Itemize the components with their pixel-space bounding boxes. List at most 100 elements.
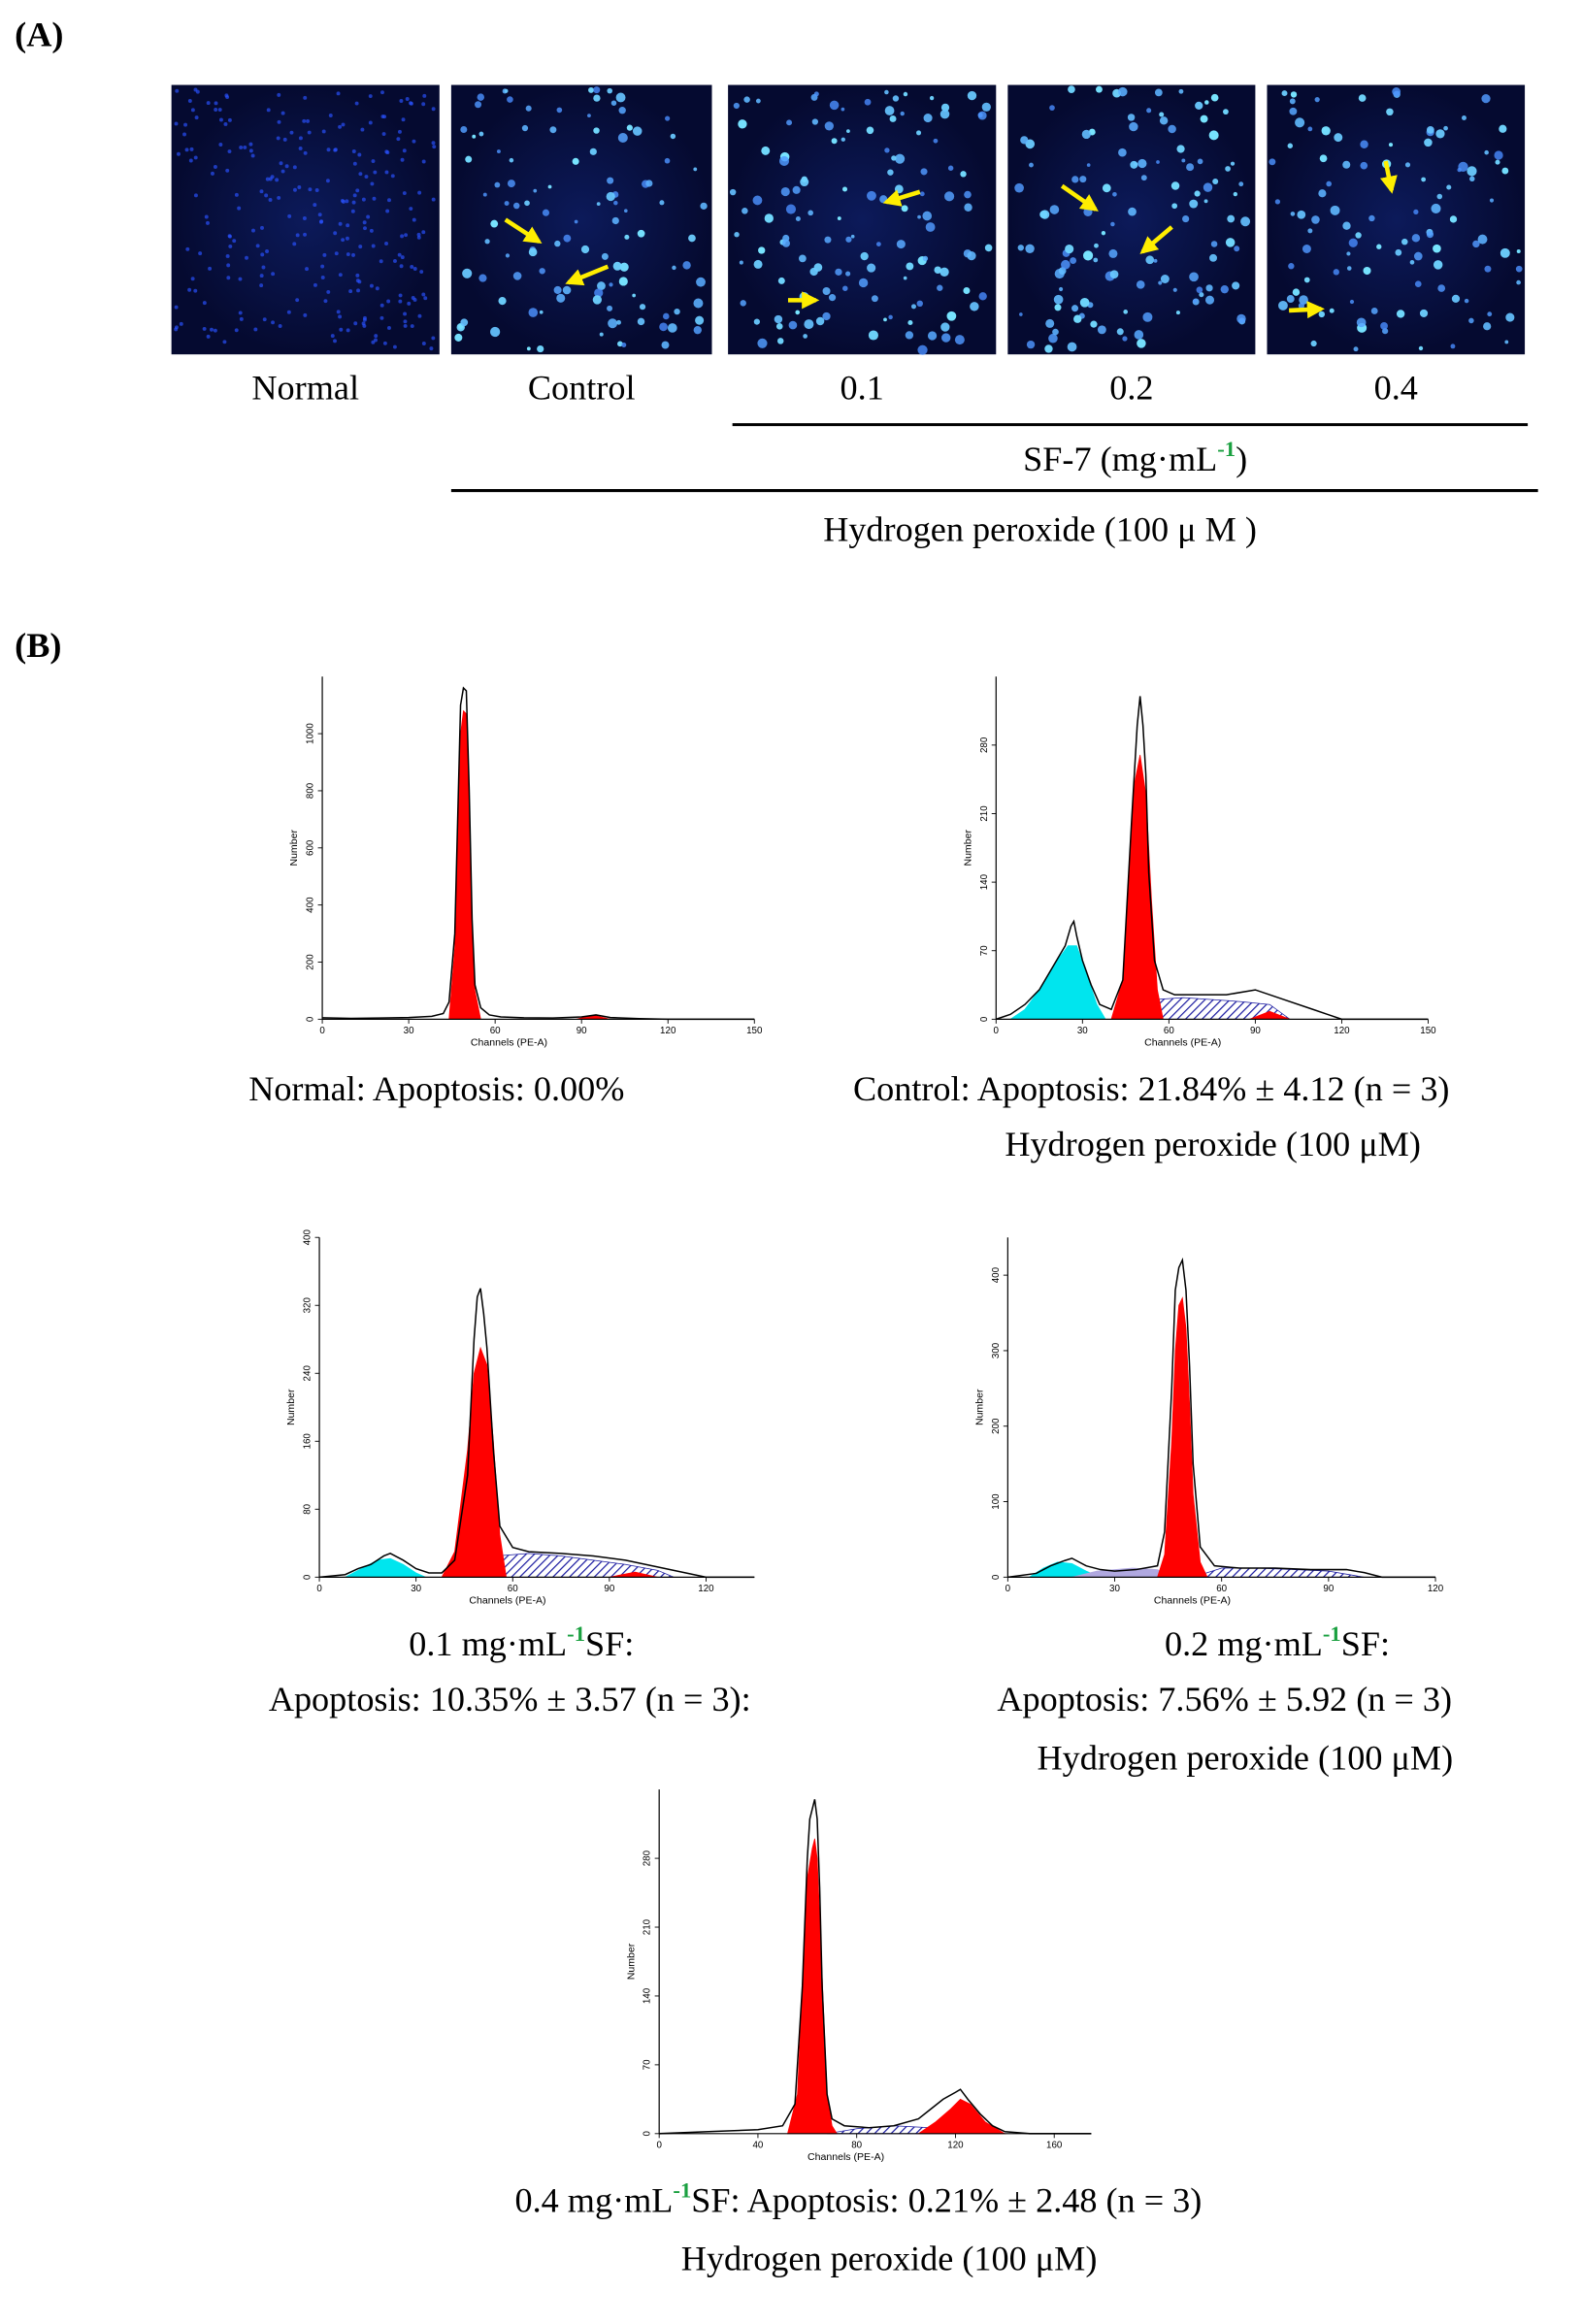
cell-nucleus — [1154, 88, 1163, 97]
cell-nucleus — [375, 286, 379, 291]
cell-nucleus — [265, 177, 270, 181]
cell-nucleus — [757, 338, 768, 348]
cell-nucleus — [333, 231, 338, 236]
cell-nucleus — [1358, 94, 1367, 102]
cell-nucleus — [1419, 309, 1429, 317]
cell-nucleus — [292, 165, 297, 170]
cell-nucleus — [781, 239, 790, 247]
cell-nucleus — [1128, 207, 1137, 216]
histogram-area — [1008, 945, 1106, 1020]
cell-nucleus — [321, 129, 326, 134]
x-tick-label: 120 — [1428, 1584, 1444, 1594]
histogram-line — [1007, 1257, 1436, 1579]
cell-nucleus — [563, 234, 572, 243]
cell-nucleus — [1071, 305, 1079, 312]
cell-nucleus — [539, 310, 544, 314]
arrow — [1139, 225, 1173, 254]
y-tick-label: 140 — [643, 1987, 653, 2004]
cell-nucleus — [390, 174, 395, 179]
cell-nucleus — [338, 314, 343, 319]
cell-nucleus — [218, 143, 223, 147]
cell-nucleus — [1356, 317, 1367, 328]
cell-nucleus — [462, 268, 473, 278]
cell-nucleus — [1140, 175, 1147, 181]
cell-nucleus — [929, 95, 935, 101]
cell-nucleus — [1142, 311, 1153, 322]
cell-nucleus — [526, 346, 531, 351]
cell-nucleus — [421, 102, 426, 107]
cell-nucleus — [1176, 145, 1185, 153]
cell-nucleus — [659, 200, 665, 206]
cell-nucleus — [659, 322, 668, 332]
cell-nucleus — [504, 201, 510, 207]
cell-nucleus — [1234, 245, 1240, 252]
cell-nucleus — [1101, 231, 1106, 236]
y-tick-label: 80 — [303, 1503, 313, 1514]
cell-nucleus — [213, 328, 217, 333]
cell-nucleus — [609, 282, 613, 287]
cell-nucleus — [217, 108, 222, 112]
cell-nucleus — [411, 296, 415, 300]
cell-nucleus — [786, 119, 793, 126]
cell-nucleus — [1290, 91, 1298, 98]
caption: Apoptosis: 10.35% ± 3.57 (n = 3): — [269, 1680, 751, 1718]
x-tick-label: 60 — [1216, 1584, 1227, 1594]
cell-nucleus — [1189, 272, 1199, 282]
cell-nucleus — [1073, 314, 1082, 323]
cell-nucleus — [271, 320, 276, 325]
y-tick-label: 0 — [979, 1016, 990, 1022]
y-tick-label: 70 — [979, 945, 990, 956]
cell-nucleus — [593, 94, 601, 102]
cell-nucleus — [188, 158, 193, 163]
cell-nucleus — [868, 330, 878, 341]
cell-nucleus — [381, 132, 386, 137]
cell-nucleus — [355, 188, 360, 193]
cell-nucleus — [297, 185, 302, 189]
cell-nucleus — [1220, 284, 1229, 294]
cell-nucleus — [896, 240, 906, 249]
cell-nucleus — [512, 272, 522, 280]
cell-nucleus — [287, 213, 292, 218]
cell-nucleus — [1049, 205, 1060, 214]
y-tick-label: 100 — [991, 1493, 1002, 1510]
cell-nucleus — [355, 273, 360, 278]
cell-nucleus — [346, 328, 350, 333]
cell-nucleus — [667, 323, 677, 333]
cell-nucleus — [358, 172, 363, 177]
cell-nucleus — [795, 215, 801, 221]
cell-nucleus — [387, 326, 391, 330]
cell-nucleus — [187, 287, 192, 292]
cell-nucleus — [809, 267, 818, 277]
cell-nucleus — [1395, 248, 1402, 256]
arrow — [1380, 160, 1398, 194]
cell-nucleus — [1158, 280, 1163, 285]
cell-nucleus — [837, 216, 841, 220]
cell-nucleus — [271, 272, 276, 277]
cell-nucleus — [379, 315, 384, 320]
cell-nucleus — [1401, 238, 1408, 245]
cell-nucleus — [883, 317, 887, 322]
cell-nucleus — [764, 213, 774, 223]
cell-nucleus — [364, 175, 369, 180]
cell-nucleus — [556, 293, 566, 303]
cell-nucleus — [238, 277, 243, 281]
cell-nucleus — [1071, 176, 1079, 183]
cell-nucleus — [916, 130, 922, 136]
cell-nucleus — [740, 300, 746, 307]
cell-nucleus — [306, 118, 311, 123]
cell-nucleus — [403, 319, 408, 324]
cell-nucleus — [248, 142, 253, 147]
cell-nucleus — [1130, 160, 1138, 169]
cell-nucleus — [1108, 248, 1118, 258]
cell-nucleus — [1469, 176, 1475, 182]
cell-nucleus — [892, 95, 900, 102]
cell-nucleus — [1349, 299, 1355, 305]
cell-nucleus — [607, 305, 613, 311]
x-tick-label: 150 — [746, 1026, 763, 1036]
cell-nucleus — [901, 205, 908, 213]
cell-nucleus — [1048, 333, 1058, 344]
cell-nucleus — [431, 107, 436, 112]
cell-nucleus — [607, 177, 614, 184]
micrograph-label: 0.2 — [1109, 368, 1153, 407]
cell-nucleus — [248, 148, 253, 153]
